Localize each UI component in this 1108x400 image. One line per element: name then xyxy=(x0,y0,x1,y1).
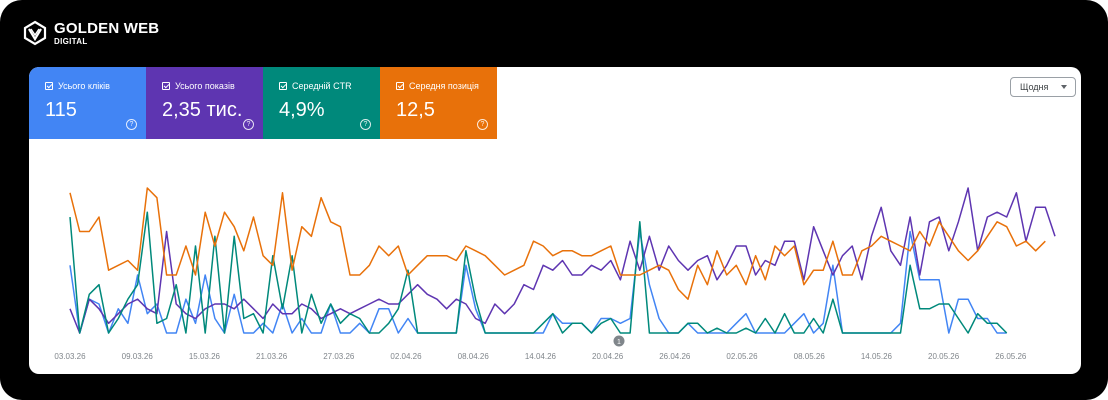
period-dropdown[interactable]: Щодня xyxy=(1010,77,1076,97)
metric-value: 115 xyxy=(45,99,77,121)
checkbox-icon[interactable] xyxy=(279,82,287,90)
metric-value: 12,5 xyxy=(396,99,435,121)
metric-label: Середня позиція xyxy=(409,81,479,91)
checkbox-icon[interactable] xyxy=(45,82,53,90)
metric-card-clicks[interactable]: Усього кліків 115 ? xyxy=(29,67,146,139)
x-tick-label: 26.05.26 xyxy=(995,352,1027,361)
brand-logo: GOLDEN WEB DIGITAL xyxy=(22,18,159,48)
x-tick-label: 02.04.26 xyxy=(390,352,422,361)
x-tick-label: 26.04.26 xyxy=(659,352,691,361)
metric-card-ctr[interactable]: Середній CTR 4,9% ? xyxy=(263,67,380,139)
checkbox-icon[interactable] xyxy=(162,82,170,90)
x-tick-label: 02.05.26 xyxy=(726,352,758,361)
metric-label: Усього кліків xyxy=(58,81,110,91)
metric-card-impressions[interactable]: Усього показів 2,35 тис. ? xyxy=(146,67,263,139)
brand-name: GOLDEN WEB xyxy=(54,19,160,37)
help-icon[interactable]: ? xyxy=(360,119,371,130)
metric-value: 4,9% xyxy=(279,99,325,121)
x-tick-label: 20.04.26 xyxy=(592,352,624,361)
series-line-impressions xyxy=(69,187,1056,334)
x-tick-label: 20.05.26 xyxy=(928,352,960,361)
series-line-ctr xyxy=(69,211,1008,334)
x-tick-label: 08.04.26 xyxy=(458,352,490,361)
brand-sub: DIGITAL xyxy=(54,36,88,46)
x-tick-label: 14.05.26 xyxy=(861,352,893,361)
metric-cards: Усього кліків 115 ? Усього показів 2,35 … xyxy=(29,67,497,139)
performance-chart: 1 03.03.26 09.03.26 15.03.26 21.03.26 27.03.2… xyxy=(54,187,1056,361)
x-tick-label: 08.05.26 xyxy=(794,352,826,361)
metric-label: Середній CTR xyxy=(292,81,352,91)
metric-card-position[interactable]: Середня позиція 12,5 ? xyxy=(380,67,497,139)
series-line-position xyxy=(69,187,1046,300)
x-tick-label: 27.03.26 xyxy=(323,352,355,361)
x-tick-label: 21.03.26 xyxy=(256,352,288,361)
performance-panel: Усього кліків 115 ? Усього показів 2,35 … xyxy=(29,67,1081,374)
help-icon[interactable]: ? xyxy=(126,119,137,130)
annotation-circle[interactable] xyxy=(613,335,625,347)
metric-label: Усього показів xyxy=(175,81,235,91)
help-icon[interactable]: ? xyxy=(477,119,488,130)
annotation-label: 1 xyxy=(617,339,621,346)
x-tick-label: 03.03.26 xyxy=(54,352,86,361)
chevron-down-icon xyxy=(1061,85,1067,89)
period-label: Щодня xyxy=(1020,82,1049,92)
annotation-marker[interactable]: 1 xyxy=(613,335,625,347)
help-icon[interactable]: ? xyxy=(243,119,254,130)
x-tick-label: 14.04.26 xyxy=(525,352,557,361)
golden-web-logo-icon xyxy=(23,20,47,46)
x-tick-label: 15.03.26 xyxy=(189,352,221,361)
metric-value: 2,35 тис. xyxy=(162,99,243,121)
checkbox-icon[interactable] xyxy=(396,82,404,90)
x-tick-label: 09.03.26 xyxy=(122,352,154,361)
